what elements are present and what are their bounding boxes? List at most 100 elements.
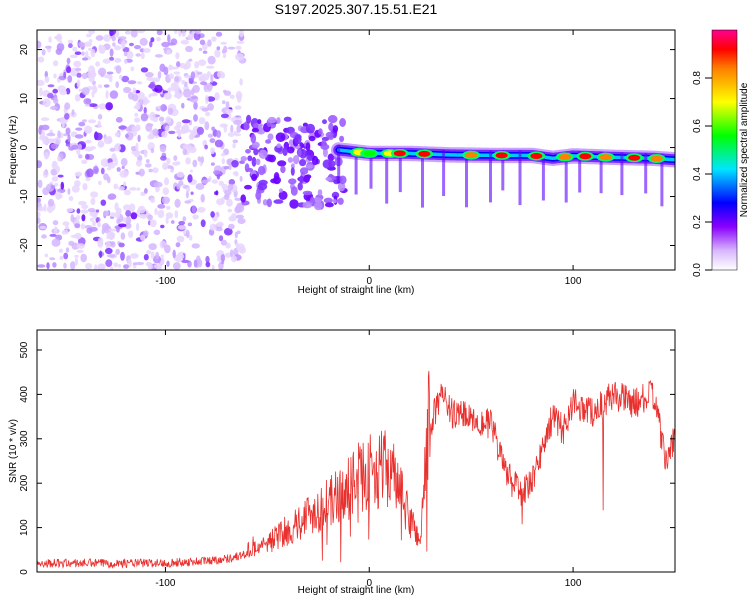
heatmap-noise-blob [85, 262, 93, 270]
heatmap-noise-blob [214, 92, 220, 101]
heatmap-transition-blob [337, 182, 346, 192]
heatmap-transition-blob [314, 201, 323, 211]
heatmap-noise-blob [214, 139, 224, 148]
heatmap-noise-blob [235, 242, 239, 249]
heatmap-noise-blob [171, 220, 175, 224]
heatmap-noise-blob [123, 264, 129, 269]
heatmap-transition-blob [253, 122, 259, 130]
heatmap-transition-blob [332, 125, 339, 133]
heatmap-noise-blob [181, 259, 190, 264]
heatmap-noise-blob [215, 222, 223, 228]
heatmap-noise-blob [37, 179, 43, 189]
heatmap-noise-blob [65, 127, 71, 135]
heatmap-noise-blob [160, 254, 164, 258]
heatmap-noise-blob [86, 168, 94, 178]
heatmap-noise-blob [235, 45, 242, 50]
heatmap-noise-blob [232, 139, 239, 144]
heatmap-transition-blob [338, 175, 347, 185]
heatmap-noise-blob [161, 131, 168, 138]
heatmap-noise-blob [220, 41, 227, 45]
heatmap-transition-blob [251, 173, 258, 182]
heatmap-noise-blob [112, 42, 116, 47]
heatmap-noise-blob [108, 228, 118, 232]
heatmap-noise-blob [148, 243, 157, 251]
y-tick-label: 20 [19, 44, 30, 56]
heatmap-noise-blob [166, 49, 171, 55]
heatmap-noise-blob [80, 223, 85, 230]
heatmap-noise-blob [86, 227, 93, 234]
heatmap-noise-blob [74, 254, 79, 258]
heatmap-noise-blob [238, 246, 246, 254]
heatmap-noise-blob [85, 153, 90, 160]
heatmap-noise-blob [207, 55, 216, 65]
heatmap-noise-blob [40, 117, 50, 122]
heatmap-noise-blob [103, 136, 113, 145]
heatmap-noise-blob [115, 30, 120, 38]
heatmap-noise-blob [130, 145, 137, 152]
heatmap-noise-blob [51, 176, 59, 182]
colorbar-label: Normalized spectral amplitude [739, 82, 750, 217]
heatmap-noise-blob [64, 113, 70, 120]
y-tick-label: 100 [19, 519, 30, 536]
heatmap-transition-blob [339, 135, 345, 143]
heatmap-noise-blob [74, 257, 79, 266]
heatmap-transition-blob [265, 139, 272, 144]
heatmap-noise-blob [97, 84, 103, 89]
heatmap-noise-blob [176, 235, 185, 243]
heatmap-noise-blob [120, 251, 125, 261]
heatmap-noise-blob [229, 94, 235, 100]
heatmap-noise-blob [120, 232, 126, 240]
heatmap-noise-blob [78, 88, 83, 92]
heatmap-noise-blob [210, 147, 216, 155]
heatmap-transition-blob [318, 128, 323, 135]
heatmap-noise-blob [116, 218, 121, 225]
heatmap-noise-blob [37, 160, 42, 169]
heatmap-noise-blob [57, 174, 64, 178]
heatmap-transition-blob [257, 165, 266, 176]
heatmap-noise-blob [228, 223, 235, 230]
heatmap-noise-blob [88, 47, 92, 51]
heatmap-noise-blob [121, 165, 125, 170]
heatmap-noise-blob [94, 132, 103, 141]
heatmap-noise-blob [83, 98, 91, 105]
heatmap-noise-blob [150, 251, 155, 259]
x-tick-label: -100 [155, 276, 175, 287]
heatmap-noise-blob [187, 174, 193, 183]
heatmap-noise-blob [130, 30, 138, 38]
heatmap-noise-blob [88, 39, 93, 43]
heatmap-noise-blob [110, 241, 116, 248]
heatmap-noise-blob [232, 142, 236, 149]
heatmap-noise-blob [111, 35, 116, 42]
heatmap-noise-blob [103, 173, 109, 181]
heatmap-noise-blob [126, 50, 134, 60]
heatmap-noise-blob [149, 40, 153, 48]
heatmap-noise-blob [114, 57, 122, 63]
heatmap-noise-blob [106, 254, 116, 258]
heatmap-noise-blob [165, 216, 169, 225]
heatmap-streak [489, 150, 492, 203]
heatmap-noise-blob [124, 222, 132, 229]
heatmap-noise-blob [239, 175, 243, 182]
heatmap-transition-blob [275, 132, 286, 142]
heatmap-noise-blob [149, 111, 156, 121]
heatmap-noise-blob [160, 104, 167, 112]
heatmap-noise-blob [234, 105, 242, 110]
y-tick-label: 200 [19, 474, 30, 491]
heatmap-noise-blob [108, 56, 115, 61]
heatmap-noise-blob [84, 41, 92, 47]
snr-frame [36, 329, 676, 573]
heatmap-transition-blob [325, 177, 333, 181]
heatmap-noise-blob [90, 48, 96, 58]
heatmap-transition-blob [288, 139, 294, 146]
heatmap-noise-blob [162, 90, 168, 94]
heatmap-noise-blob [78, 143, 82, 150]
heatmap-transition-blob [278, 188, 284, 193]
heatmap-transition-blob [273, 199, 284, 204]
colorbar-tick-label: 0.8 [692, 71, 703, 85]
heatmap-noise-blob [185, 186, 191, 193]
heatmap-noise-blob [220, 239, 227, 246]
heatmap-noise-blob [109, 30, 117, 36]
heatmap-noise-blob [68, 240, 75, 246]
heatmap-noise-blob [95, 217, 100, 224]
